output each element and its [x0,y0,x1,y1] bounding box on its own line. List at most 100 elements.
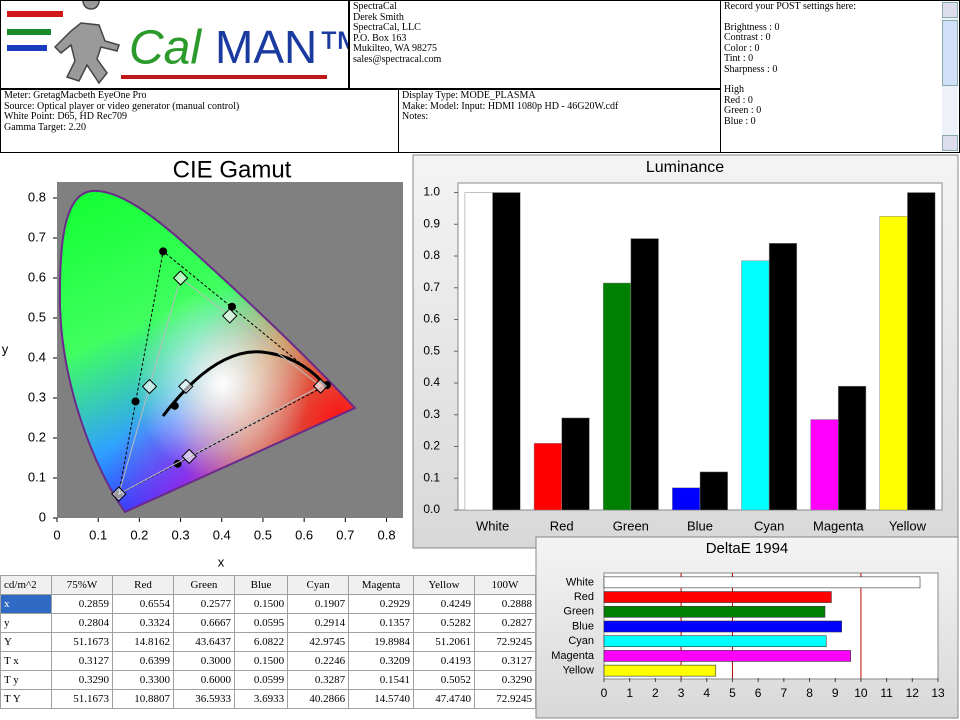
locus-outline [58,189,357,514]
x-tick-label: 3 [678,686,685,700]
table-cell: 40.2866 [287,689,350,709]
x-tick-label: 4 [703,686,710,700]
y-tick-label: Magenta [551,650,595,662]
table-cell: 0.3000 [172,651,235,671]
x-tick-label: 0.8 [377,527,395,542]
table-cell: 47.4740 [412,689,475,709]
bar [699,471,728,511]
table-cell: 0.2827 [473,613,537,633]
bar [768,243,798,511]
display-box: Display Type: MODE_PLASMA Make: Model: In… [398,89,721,153]
y-tick-label: 0.4 [423,375,440,389]
text-line: Source: Optical player or video generato… [4,100,240,112]
scroll-down[interactable] [942,135,958,151]
table-header-cell: Magenta [348,575,414,595]
table-header-cell: Cyan [287,575,350,595]
x-tick-label: 0.1 [89,527,107,542]
x-tick-label: 11 [880,686,893,700]
deltae-plot-area [603,572,939,680]
logo-man: MAN™ [215,21,348,73]
table-row: y 0.2804 0.3324 0.6667 0.0595 0.2914 0.1357 0.5… [0,613,537,633]
measured-point [173,459,182,468]
text-line: sales@spectracal.com [353,53,442,65]
table-header-cell: Red [111,575,174,595]
y-tick-label: 0.1 [423,470,440,484]
bar [603,664,717,677]
y-tick-label: 0.0 [423,502,440,516]
table-header-cell: 100W [473,575,537,595]
y-tick-label: 0.3 [28,389,46,404]
table-cell: 0.1541 [348,670,414,690]
x-tick-label: White [476,518,509,533]
contact-box: SpectraCal Derek Smith SpectraCal, LLC P.O.… [349,0,721,89]
gamut-triangle [117,277,322,496]
x-tick-label: 9 [832,686,839,700]
table-row: T y 0.3290 0.3300 0.6000 0.0599 0.3287 0.1541 0… [0,670,537,690]
y-tick-label: 0.6 [423,312,440,326]
table-cell: 0.6554 [111,594,174,614]
y-tick-label: 0.1 [28,469,46,484]
x-tick-label: 5 [729,686,736,700]
meter-box: Meter: GretagMacbeth EyeOne Pro Source: O… [0,89,399,153]
table-cell: 0.2577 [172,594,235,614]
table-cell: 0.5282 [412,613,475,633]
scroll-thumb[interactable] [942,20,958,86]
table-header-cell: Blue [233,575,289,595]
bar [533,443,562,511]
x-tick-label: 7 [781,686,788,700]
table-cell: 0.5052 [412,670,475,690]
bar [603,605,826,618]
measured-point [159,247,168,256]
table-row: x 0.2859 0.6554 0.2577 0.1500 0.1907 0.2929 0.4… [0,594,537,614]
table-cell: 0.0599 [233,670,289,690]
locus-fill [59,190,356,512]
target-point [312,378,329,394]
x-tick-label: 0.4 [213,527,231,542]
logo: Cal MAN™ [7,1,348,85]
table-cell: 0.3127 [51,651,113,671]
post-settings[interactable]: Record your POST settings here: Brightnes… [720,0,960,153]
x-tick-label: 6 [755,686,762,700]
logo-runner [53,1,120,85]
bar [603,635,827,648]
y-tick-label: 0.2 [423,439,440,453]
measured-point [114,490,123,499]
logo-cal: Cal [129,22,202,75]
bar [630,238,659,511]
scroll-up[interactable] [942,2,958,18]
gamut-plot-area [57,182,403,518]
x-tick-label: 0 [53,527,60,542]
luminance-panel [412,154,959,549]
bar [603,591,832,603]
x-tick-label: 12 [906,686,920,700]
table-cell: 0.1500 [233,594,289,614]
table-header-cell: 75%W [51,575,113,595]
bar [464,192,493,511]
chart-title: Luminance [646,159,724,176]
table-header-cell: Yellow [412,575,475,595]
table-cell: 14.5740 [348,689,414,709]
measured-point [170,401,179,410]
target-point [172,270,189,286]
text-line: SpectraCal [353,1,397,12]
bar [879,216,908,511]
table-cell: 0.6399 [111,651,174,671]
table-cell: 0.1907 [287,594,350,614]
text-line: White Point: D65, HD Rec709 [4,111,128,122]
table-header-cell: Green [172,575,235,595]
chart-title: DeltaE 1994 [706,540,789,557]
text-line: SpectraCal, LLC [353,22,421,33]
y-tick-label: Red [574,591,594,603]
table-header-cell: cd/m^2 [0,575,52,595]
text-line: Make: Model: Input: HDMI 1080p HD - 46G2… [402,100,619,112]
table-cell: 0.6667 [172,613,235,633]
scrollbar[interactable] [942,2,958,151]
logo-underline [121,75,327,79]
table-cell: 0.3287 [287,670,350,690]
x-tick-label: Blue [687,518,713,533]
measured-point [131,397,140,406]
y-tick-label: 0.7 [28,229,46,244]
text-line: Mukilteo, WA 98275 [353,43,437,54]
table-cell: 0.4193 [412,651,475,671]
